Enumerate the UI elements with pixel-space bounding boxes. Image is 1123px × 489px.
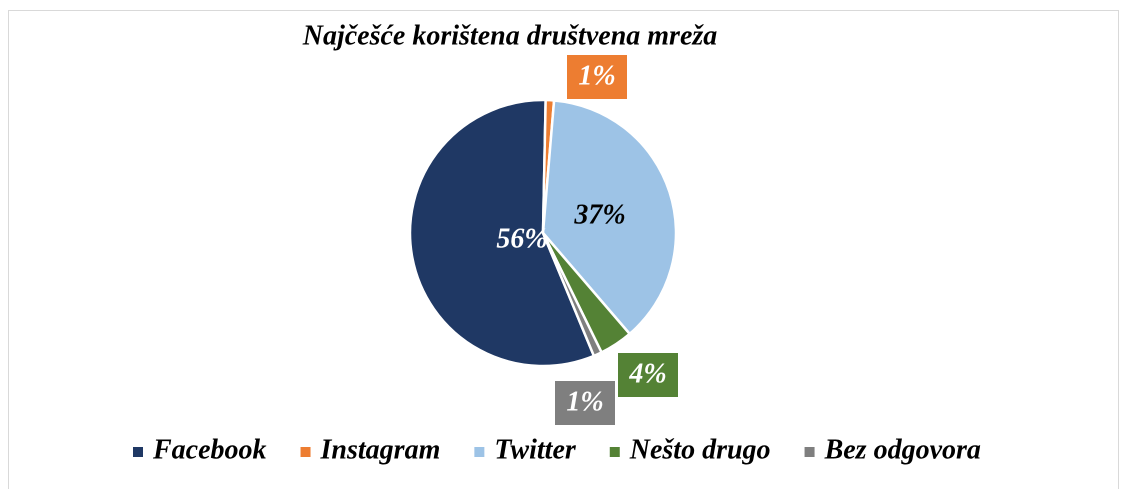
chart-title: Najčešće korištena društvena mreža xyxy=(302,20,718,51)
legend-marker xyxy=(133,447,143,457)
data-label: 56% xyxy=(496,223,547,254)
data-label-box xyxy=(567,55,627,99)
legend-label: Facebook xyxy=(152,434,267,465)
legend-label: Bez odgovora xyxy=(824,434,981,465)
legend-marker xyxy=(804,447,815,457)
data-label: 1% xyxy=(578,60,615,91)
data-label: 1% xyxy=(566,386,603,417)
legend-marker xyxy=(474,447,485,457)
legend-marker xyxy=(300,447,311,457)
data-label-box xyxy=(555,381,615,425)
pie-slice xyxy=(541,232,604,358)
legend-label: Nešto drugo xyxy=(629,434,771,465)
data-label: 4% xyxy=(628,358,666,389)
legend-label: Twitter xyxy=(494,434,577,465)
data-label-box xyxy=(618,353,678,397)
data-label: 37% xyxy=(573,199,625,230)
pie-slice xyxy=(541,99,678,336)
legend-marker xyxy=(609,447,620,457)
legend-label: Instagram xyxy=(320,434,441,465)
pie-slice xyxy=(408,98,596,368)
